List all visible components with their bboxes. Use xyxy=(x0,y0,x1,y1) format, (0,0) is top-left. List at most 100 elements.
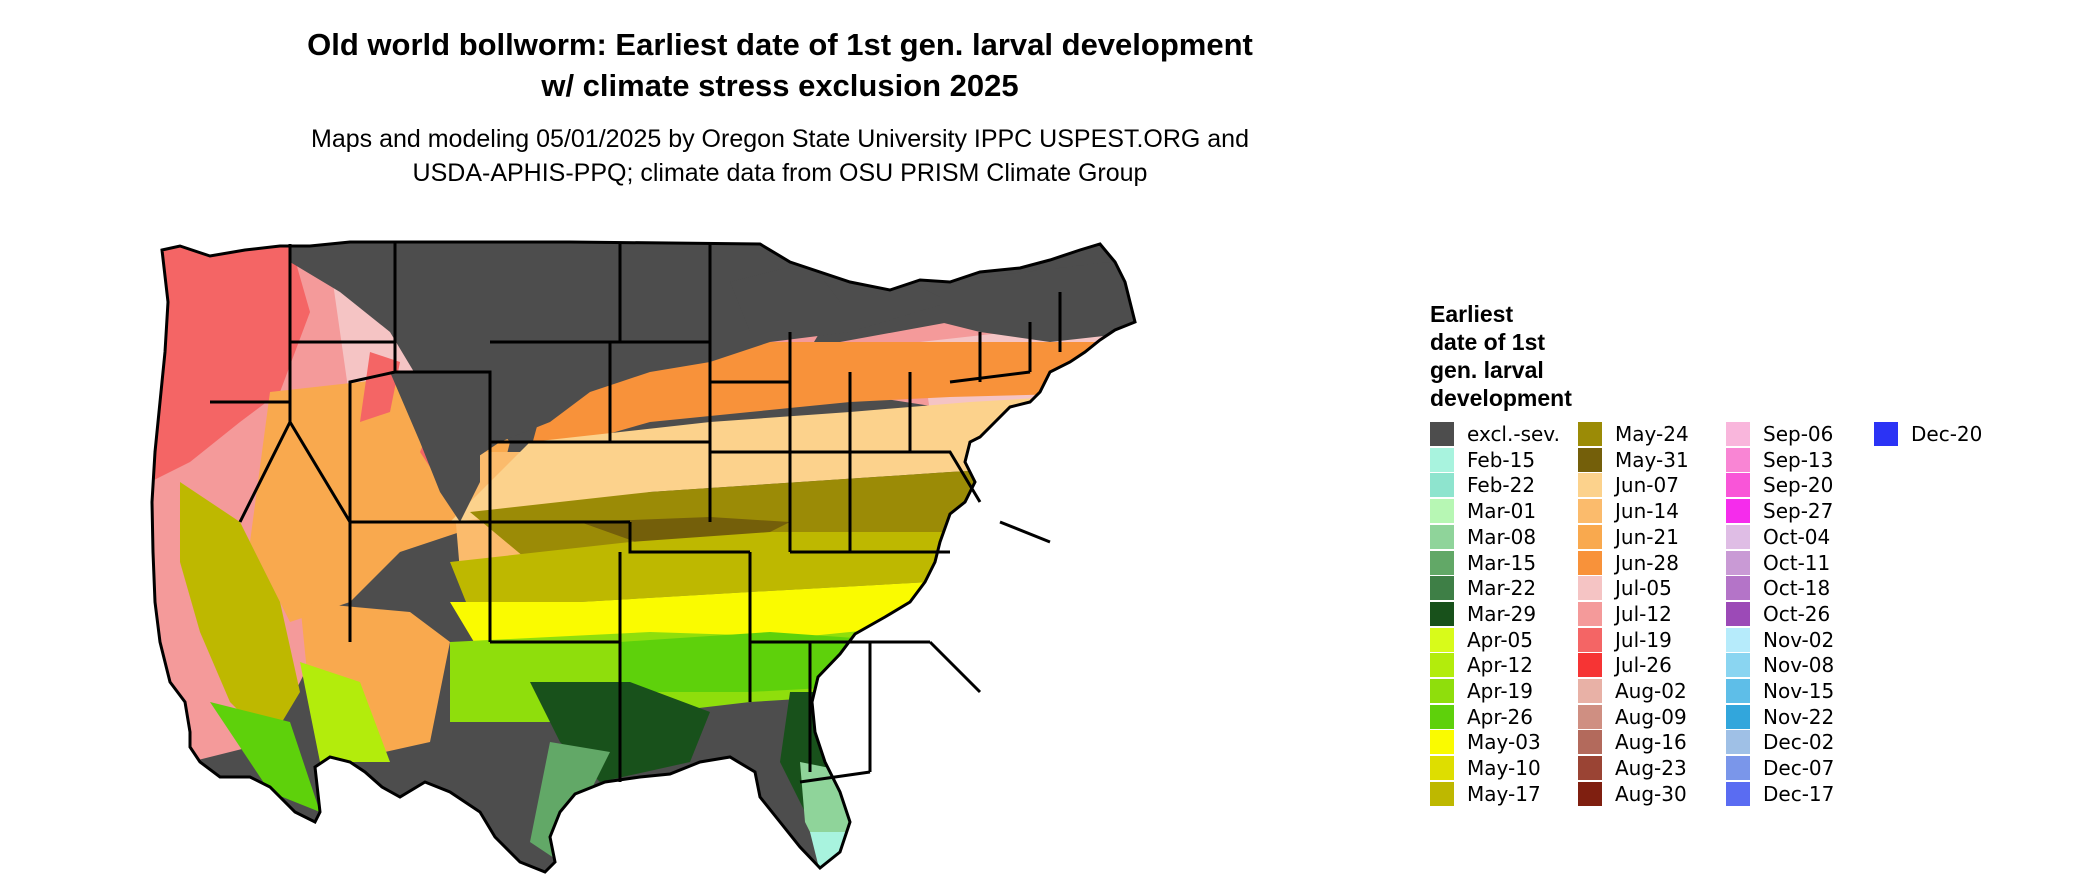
legend-label: Sep-20 xyxy=(1763,473,1834,498)
legend-swatch xyxy=(1726,756,1750,781)
legend-label: Dec-07 xyxy=(1763,756,1835,781)
legend-swatch xyxy=(1578,679,1602,703)
legend-title: Earliest date of 1st gen. larval develop… xyxy=(1430,301,1572,411)
legend-label: Apr-19 xyxy=(1467,679,1533,703)
legend-swatch xyxy=(1430,679,1454,703)
legend-label: Feb-15 xyxy=(1467,447,1536,472)
map-subtitle-line-2: USDA-APHIS-PPQ; climate data from OSU PR… xyxy=(412,159,1148,187)
map-title-line-1: Old world bollworm: Earliest date of 1st… xyxy=(307,27,1253,62)
legend-swatch xyxy=(1726,653,1750,678)
legend-swatch xyxy=(1726,704,1750,729)
legend-label: Aug-16 xyxy=(1615,730,1687,755)
legend-swatch xyxy=(1578,524,1602,549)
legend-label: Mar-22 xyxy=(1467,576,1537,601)
map-title: Old world bollworm: Earliest date of 1st… xyxy=(130,24,1430,106)
legend-swatch xyxy=(1430,756,1454,781)
legend-swatch xyxy=(1578,704,1602,729)
legend-swatch xyxy=(1726,781,1750,806)
legend-swatch xyxy=(1726,422,1750,446)
legend-label: Sep-13 xyxy=(1763,447,1834,472)
legend-swatch xyxy=(1430,653,1454,678)
legend-label: Aug-30 xyxy=(1615,781,1687,806)
legend-swatch xyxy=(1430,576,1454,601)
legend-swatch xyxy=(1430,447,1454,472)
state-borders xyxy=(150,240,1137,874)
legend-swatch xyxy=(1726,473,1750,498)
legend-label: Oct-04 xyxy=(1763,524,1831,549)
legend-swatch xyxy=(1578,653,1602,678)
legend-swatch xyxy=(1578,473,1602,498)
legend-swatch xyxy=(1578,781,1602,806)
legend-label: Apr-12 xyxy=(1467,653,1533,678)
legend-swatch xyxy=(1726,447,1750,472)
legend-label: Oct-18 xyxy=(1763,576,1831,601)
legend-swatch xyxy=(1578,601,1602,626)
legend-swatch xyxy=(1726,679,1750,703)
legend-grid: excl.-sev. Feb-15 Feb-22 Mar-01 Mar-08 Mar-15… xyxy=(1430,422,2030,842)
map-subtitle: Maps and modeling 05/01/2025 by Oregon S… xyxy=(130,122,1430,190)
legend-swatch xyxy=(1430,781,1454,806)
legend-label: Oct-26 xyxy=(1763,601,1831,626)
legend-swatch xyxy=(1578,576,1602,601)
legend-label: Jun-07 xyxy=(1615,473,1679,498)
legend-label: Jul-05 xyxy=(1615,576,1672,601)
legend-swatch xyxy=(1578,627,1602,652)
legend-swatch xyxy=(1430,550,1454,575)
legend-label: Oct-11 xyxy=(1763,550,1831,575)
legend-label: May-17 xyxy=(1467,781,1541,806)
legend-label: Aug-23 xyxy=(1615,756,1687,781)
legend-label: May-31 xyxy=(1615,447,1689,472)
legend-label: Jun-14 xyxy=(1615,499,1679,524)
legend-swatch xyxy=(1430,601,1454,626)
legend-label: Jul-26 xyxy=(1615,653,1672,678)
legend-swatch xyxy=(1726,524,1750,549)
legend-swatch xyxy=(1430,499,1454,524)
legend-label: Apr-05 xyxy=(1467,627,1533,652)
legend-swatch xyxy=(1578,550,1602,575)
legend-label: Aug-09 xyxy=(1615,704,1687,729)
map-title-line-2: w/ climate stress exclusion 2025 xyxy=(541,68,1019,103)
legend-swatch xyxy=(1430,730,1454,755)
legend-label: Dec-02 xyxy=(1763,730,1835,755)
legend-label: Apr-26 xyxy=(1467,704,1533,729)
legend-swatch xyxy=(1430,473,1454,498)
legend-label: Jun-28 xyxy=(1615,550,1679,575)
legend-swatch xyxy=(1578,422,1602,446)
legend-label: Sep-27 xyxy=(1763,499,1834,524)
legend-swatch xyxy=(1430,627,1454,652)
legend-swatch xyxy=(1726,730,1750,755)
legend-swatch xyxy=(1430,422,1454,446)
legend-swatch xyxy=(1578,447,1602,472)
legend-swatch xyxy=(1726,550,1750,575)
legend-label: Jul-12 xyxy=(1615,601,1672,626)
legend-swatch xyxy=(1430,704,1454,729)
legend-label: Nov-15 xyxy=(1763,679,1835,703)
legend-swatch xyxy=(1578,499,1602,524)
legend-swatch xyxy=(1726,499,1750,524)
legend-label: Nov-22 xyxy=(1763,704,1835,729)
legend-label: Jul-19 xyxy=(1615,627,1672,652)
legend-swatch xyxy=(1726,576,1750,601)
legend-label: Mar-15 xyxy=(1467,550,1537,575)
legend-label: Mar-29 xyxy=(1467,601,1537,626)
legend-label: Mar-08 xyxy=(1467,524,1537,549)
legend-label: Jun-21 xyxy=(1615,524,1679,549)
legend-swatch xyxy=(1726,601,1750,626)
legend-swatch xyxy=(1874,422,1898,446)
us-map xyxy=(150,240,1137,874)
legend-label: excl.-sev. xyxy=(1467,422,1560,446)
legend-label: Mar-01 xyxy=(1467,499,1537,524)
legend-label: Feb-22 xyxy=(1467,473,1536,498)
legend-swatch xyxy=(1430,524,1454,549)
legend-label: Nov-08 xyxy=(1763,653,1835,678)
legend-label: Dec-17 xyxy=(1763,781,1835,806)
legend: Earliest date of 1st gen. larval develop… xyxy=(1430,300,1982,806)
legend-label: Aug-02 xyxy=(1615,679,1687,703)
legend-swatch xyxy=(1578,756,1602,781)
legend-swatch xyxy=(1578,730,1602,755)
legend-label: Dec-20 xyxy=(1911,422,1983,446)
legend-label: May-24 xyxy=(1615,422,1689,446)
legend-label: Nov-02 xyxy=(1763,627,1835,652)
legend-label: May-10 xyxy=(1467,756,1541,781)
legend-swatch xyxy=(1726,627,1750,652)
